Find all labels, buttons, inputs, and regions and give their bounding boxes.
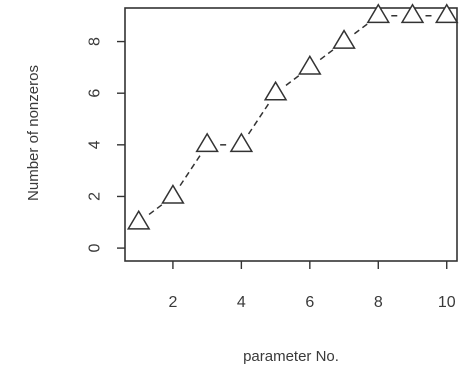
data-point <box>195 132 219 153</box>
data-point <box>434 3 459 24</box>
data-point <box>366 3 391 24</box>
x-tick-label: 4 <box>237 294 246 311</box>
plot-box <box>124 7 458 262</box>
data-point <box>298 54 322 75</box>
series <box>126 3 459 230</box>
data-point <box>126 209 151 230</box>
x-tick-label: 2 <box>168 294 177 311</box>
y-axis: 0 2 4 6 8 <box>87 37 125 253</box>
y-axis-label: Number of nonzeros <box>25 65 42 201</box>
data-point <box>161 183 185 204</box>
series-segment <box>319 48 335 61</box>
data-point <box>332 29 356 49</box>
series-segment <box>179 155 201 187</box>
x-tick-label: 8 <box>374 294 383 311</box>
series-segment <box>285 74 300 86</box>
x-axis: 2 4 6 8 10 <box>168 261 456 311</box>
series-segment <box>148 203 163 216</box>
x-tick-label: 6 <box>305 294 314 311</box>
series-segment <box>247 103 270 135</box>
data-point <box>263 80 288 101</box>
y-tick-label: 4 <box>87 140 104 149</box>
y-tick-label: 2 <box>87 192 104 201</box>
y-tick-label: 0 <box>87 244 104 253</box>
data-point <box>229 132 254 153</box>
x-tick-label: 10 <box>438 294 456 311</box>
x-axis-label: parameter No. <box>243 348 339 365</box>
y-tick-label: 6 <box>87 89 104 98</box>
series-segment <box>353 22 369 35</box>
y-tick-label: 8 <box>87 37 104 46</box>
data-point <box>400 3 425 24</box>
